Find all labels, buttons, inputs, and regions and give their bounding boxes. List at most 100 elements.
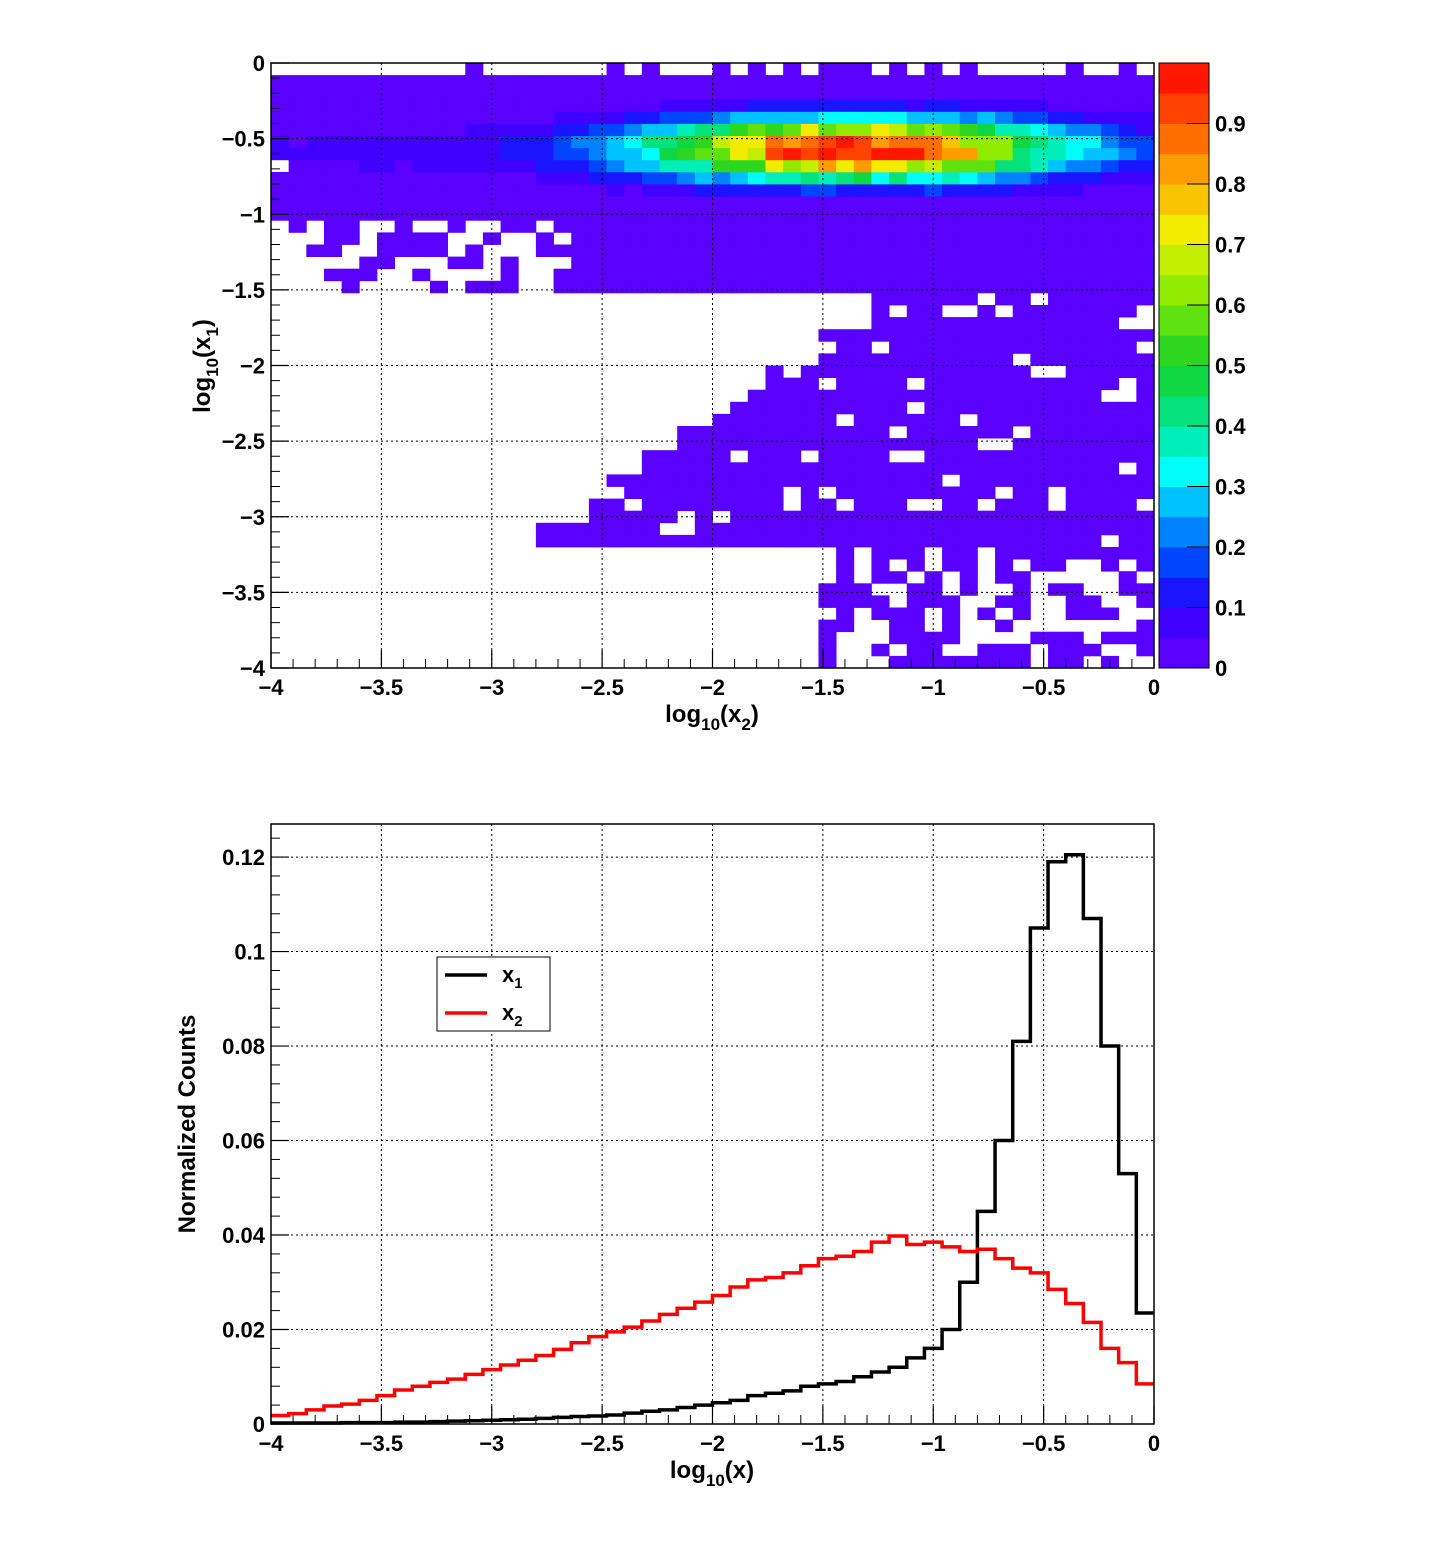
heatmap-cell xyxy=(747,498,766,512)
heatmap-cell xyxy=(765,280,784,294)
heatmap-cell xyxy=(783,534,802,548)
heatmap-cell xyxy=(1012,171,1031,185)
histogram-y-tick-label: 0.12 xyxy=(222,845,265,870)
heatmap-cell xyxy=(906,486,925,499)
heatmap-cell xyxy=(659,280,678,294)
heatmap-cell xyxy=(730,474,749,487)
heatmap-cell xyxy=(447,135,466,149)
heatmap-cell xyxy=(394,147,413,161)
heatmap-cell xyxy=(977,280,996,294)
heatmap-cell xyxy=(1101,522,1120,536)
heatmap-cell xyxy=(447,147,466,161)
heatmap-cell xyxy=(977,75,996,88)
heatmap-cell xyxy=(1012,280,1031,294)
heatmap-cell xyxy=(783,196,802,209)
heatmap-cell xyxy=(871,232,890,245)
color-scale-band xyxy=(1159,274,1209,306)
heatmap-cell xyxy=(323,184,343,197)
heatmap-cell xyxy=(500,87,519,100)
heatmap-cell xyxy=(694,462,713,475)
color-scale-band xyxy=(1159,244,1209,276)
heatmap-cell xyxy=(906,232,925,245)
heatmap-cell xyxy=(412,111,431,124)
heatmap-cell xyxy=(1083,401,1102,415)
heatmap-cell xyxy=(624,87,643,100)
heatmap-cell xyxy=(800,99,819,112)
heatmap-cell xyxy=(712,486,731,499)
heatmap-cell xyxy=(1048,75,1067,88)
heatmap-cell xyxy=(906,317,925,330)
heatmap-cell xyxy=(995,413,1014,427)
heatmap-cell xyxy=(429,196,448,209)
heatmap-cell xyxy=(1065,401,1084,415)
heatmap-cell xyxy=(641,474,660,487)
heatmap-cell xyxy=(800,389,819,403)
heatmap-cell xyxy=(942,389,961,403)
heatmap-cell xyxy=(606,135,625,149)
heatmap-cell xyxy=(712,534,731,548)
heatmap-cell xyxy=(323,99,343,112)
heatmap-cell xyxy=(376,232,396,245)
heatmap-cell xyxy=(571,99,590,112)
heatmap-cell xyxy=(730,208,749,221)
heatmap-cell xyxy=(553,99,572,112)
heatmap-cell xyxy=(959,534,978,548)
heatmap-cell xyxy=(836,208,855,221)
heatmap-cell xyxy=(535,232,554,245)
heatmap-cell xyxy=(836,619,855,633)
heatmap-cell xyxy=(1136,220,1155,233)
heatmap-cell xyxy=(1048,643,1067,657)
heatmap-cell xyxy=(800,123,819,136)
heatmap-cell xyxy=(800,196,819,209)
heatmap-cell xyxy=(1083,534,1102,548)
heatmap-cell xyxy=(306,123,325,136)
heatmap-cell xyxy=(871,292,890,306)
heatmap-cell xyxy=(1030,631,1049,645)
heatmap-cell xyxy=(871,353,890,366)
heatmap-cell xyxy=(906,631,925,645)
heatmap-cell xyxy=(995,571,1014,584)
heatmap-cell xyxy=(1136,365,1155,378)
heatmap-cell xyxy=(1136,450,1155,463)
heatmap-cell xyxy=(1083,462,1102,475)
heatmap-cell xyxy=(836,534,855,548)
heatmap-cell xyxy=(747,413,766,427)
heatmap-cell xyxy=(765,123,784,136)
heatmap-cell xyxy=(518,87,537,100)
heatmap-cell xyxy=(677,184,696,197)
heatmap-cell xyxy=(1118,474,1137,487)
heatmap-cell xyxy=(889,438,908,451)
heatmap-cell xyxy=(412,268,431,282)
heatmap-y-tick-label: −2.5 xyxy=(222,429,265,454)
heatmap-cell xyxy=(694,220,713,233)
heatmap-cell xyxy=(1065,75,1084,88)
heatmap-cell xyxy=(783,426,802,439)
heatmap-cell xyxy=(429,99,448,112)
heatmap-cell xyxy=(783,135,802,149)
heatmap-cell xyxy=(853,280,872,294)
heatmap-cell xyxy=(376,147,396,161)
heatmap-cell xyxy=(1118,522,1137,536)
heatmap-cell xyxy=(1048,184,1067,197)
color-scale-band xyxy=(1159,516,1209,548)
heatmap-cell xyxy=(1030,377,1049,391)
heatmap-cell xyxy=(836,474,855,487)
heatmap-cell xyxy=(853,99,872,112)
heatmap-cell xyxy=(924,220,943,233)
heatmap-cell xyxy=(518,123,537,136)
heatmap-cell xyxy=(995,426,1014,439)
heatmap-cell xyxy=(624,196,643,209)
heatmap-cell xyxy=(889,292,908,306)
heatmap-cell xyxy=(818,401,837,415)
heatmap-cell xyxy=(1065,135,1084,149)
heatmap-cell xyxy=(518,111,537,124)
heatmap-cell xyxy=(1048,522,1067,536)
heatmap-cell xyxy=(924,474,943,487)
heatmap-cell xyxy=(1012,292,1031,306)
heatmap-cell xyxy=(853,159,872,173)
heatmap-cell xyxy=(818,631,837,645)
heatmap-cell xyxy=(730,87,749,100)
color-scale-band xyxy=(1159,637,1209,669)
histogram-x-tick-label: −2.5 xyxy=(580,1431,623,1456)
heatmap-cell xyxy=(1083,450,1102,463)
